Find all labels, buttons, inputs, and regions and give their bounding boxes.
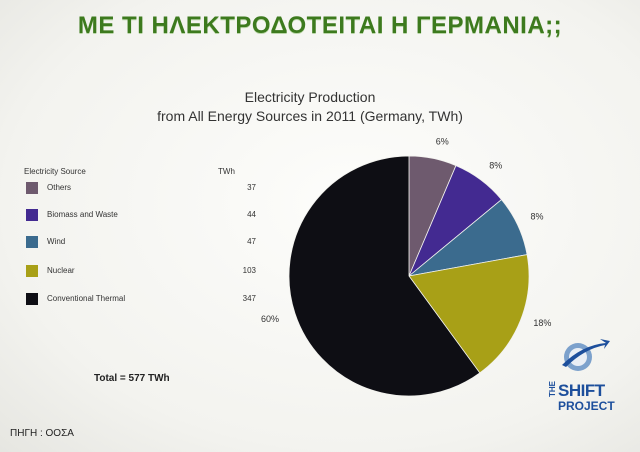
legend-label: Others xyxy=(47,183,72,192)
slide-title: ΜΕ ΤΙ ΗΛΕΚΤΡΟΔΟΤΕΙΤΑΙ Η ΓΕΡΜΑΝΙΑ;; xyxy=(77,12,563,39)
logo-project: PROJECT xyxy=(558,399,615,413)
legend-header-unit: TWh xyxy=(218,167,235,176)
shift-project-logo: THE SHIFT PROJECT xyxy=(548,337,618,415)
logo-the: THE xyxy=(548,381,557,397)
legend-label: Nuclear xyxy=(47,266,75,275)
pie-percent-label: 8% xyxy=(489,161,502,171)
legend-row-biomass: Biomass and Waste 44 xyxy=(26,208,266,224)
legend-label: Biomass and Waste xyxy=(47,210,118,219)
legend-row-nuclear: Nuclear 103 xyxy=(26,264,266,280)
legend-value: 44 xyxy=(247,210,256,219)
legend-label: Conventional Thermal xyxy=(47,294,126,303)
legend-swatch xyxy=(26,209,38,221)
legend-label: Wind xyxy=(47,237,66,246)
legend-swatch xyxy=(26,182,38,194)
legend-row-wind: Wind 47 xyxy=(26,235,266,251)
chart-title: Electricity Production from All Energy S… xyxy=(80,88,540,126)
legend-row-others: Others 37 xyxy=(26,181,266,197)
legend-swatch xyxy=(26,236,38,248)
swoosh-icon xyxy=(562,339,610,371)
pie-percent-label: 60% xyxy=(261,314,279,324)
pie-percent-label: 6% xyxy=(436,137,449,147)
pie-slice-nuclear xyxy=(408,254,530,374)
logo-shift: SHIFT xyxy=(558,381,605,400)
legend-value: 347 xyxy=(242,294,256,303)
legend-header: Electricity Source TWh xyxy=(24,167,264,181)
chart-title-line-2: from All Energy Sources in 2011 (Germany… xyxy=(157,108,463,124)
legend-value: 47 xyxy=(247,237,256,246)
pie-slice-conventional-thermal xyxy=(288,155,481,397)
legend-swatch xyxy=(26,293,38,305)
legend-value: 37 xyxy=(247,183,256,192)
legend-swatch xyxy=(26,265,38,277)
legend-value: 103 xyxy=(242,266,256,275)
pie-percent-label: 18% xyxy=(533,318,551,328)
total-label: Total = 577 TWh xyxy=(94,373,170,384)
source-note: ΠΗΓΗ : ΟΟΣΑ xyxy=(10,428,74,439)
legend-header-source: Electricity Source xyxy=(24,167,86,176)
pie-percent-label: 8% xyxy=(531,212,544,222)
legend-row-conventional-thermal: Conventional Thermal 347 xyxy=(26,292,266,308)
chart-title-line-1: Electricity Production xyxy=(244,89,376,105)
